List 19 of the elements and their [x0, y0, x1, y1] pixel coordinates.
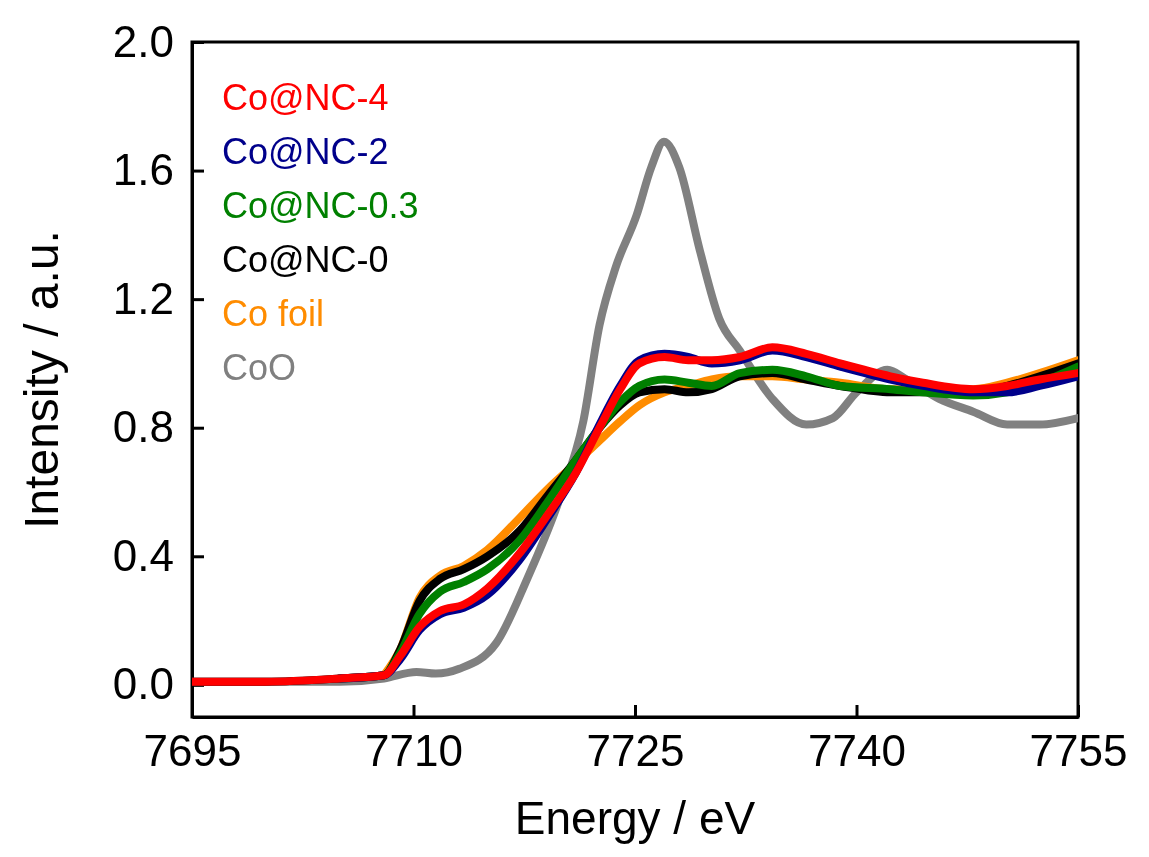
- x-tick-label: 7740: [808, 726, 906, 776]
- text: Co@NC-0.3: [222, 185, 419, 226]
- x-tick-label: 7755: [1029, 726, 1128, 776]
- text: Co@NC-0: [222, 239, 389, 280]
- text: Co foil: [222, 293, 325, 334]
- y-tick-label: 0.0: [112, 659, 174, 709]
- text: Co@NC-4: [222, 77, 389, 118]
- x-tick-label: 7710: [365, 726, 463, 776]
- y-tick-label: 0.4: [112, 530, 174, 580]
- text: Co@NC-2: [222, 131, 389, 172]
- x-tick-label: 7695: [143, 726, 242, 776]
- y-tick-label: 1.2: [112, 273, 174, 323]
- y-tick-label: 2.0: [112, 16, 174, 66]
- text: CoO: [222, 347, 297, 388]
- y-tick-label: 0.8: [112, 402, 174, 452]
- y-axis-title: Intensity / a.u.: [15, 230, 68, 529]
- x-axis-title: Energy / eV: [514, 792, 756, 844]
- x-tick-label: 7725: [586, 726, 685, 776]
- y-tick-label: 1.6: [112, 145, 174, 195]
